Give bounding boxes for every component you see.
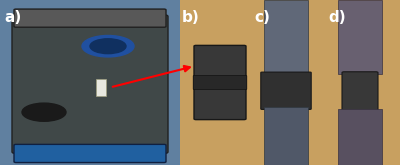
FancyBboxPatch shape: [0, 0, 180, 165]
FancyBboxPatch shape: [14, 144, 166, 163]
FancyBboxPatch shape: [14, 9, 166, 27]
Circle shape: [90, 39, 126, 54]
Circle shape: [22, 103, 66, 121]
FancyBboxPatch shape: [261, 72, 311, 109]
Text: b): b): [182, 10, 200, 25]
Circle shape: [82, 35, 134, 57]
FancyBboxPatch shape: [96, 79, 106, 96]
Text: d): d): [328, 10, 346, 25]
FancyBboxPatch shape: [342, 72, 378, 111]
FancyBboxPatch shape: [264, 0, 308, 74]
FancyBboxPatch shape: [180, 0, 400, 165]
FancyBboxPatch shape: [12, 15, 168, 153]
FancyBboxPatch shape: [338, 109, 382, 165]
FancyBboxPatch shape: [193, 76, 247, 89]
FancyBboxPatch shape: [194, 45, 246, 120]
Text: a): a): [4, 10, 21, 25]
FancyBboxPatch shape: [338, 0, 382, 74]
Text: c): c): [254, 10, 270, 25]
FancyBboxPatch shape: [264, 107, 308, 165]
